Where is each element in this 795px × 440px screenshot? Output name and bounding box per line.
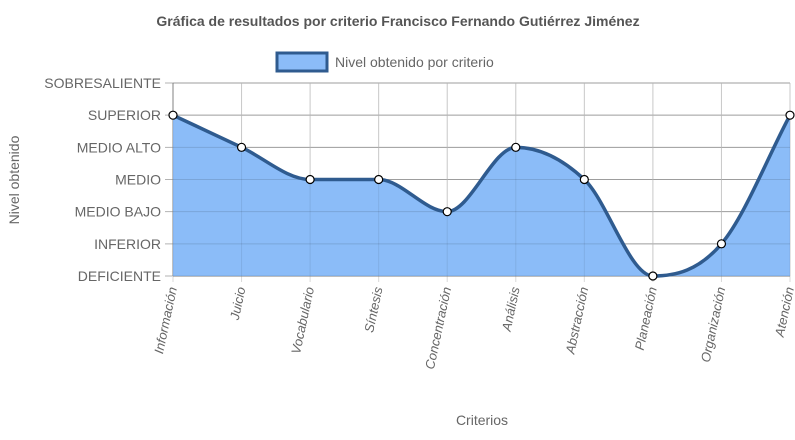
- series-area-fill: [173, 115, 790, 277]
- x-tick-label: Planeación: [632, 286, 660, 352]
- data-point-abstracción[interactable]: [579, 174, 589, 185]
- y-tick-label: MEDIO BAJO: [75, 204, 161, 220]
- data-point-síntesis[interactable]: [374, 174, 384, 185]
- data-point-vocabulario[interactable]: [305, 174, 315, 185]
- x-tick-label: Información: [151, 286, 180, 356]
- x-tick-label: Atención: [772, 286, 795, 340]
- y-tick-label: SOBRESALIENTE: [44, 75, 161, 91]
- y-axis-label: Nivel obtenido: [6, 135, 22, 224]
- series-line: [172, 113, 792, 278]
- data-point-juicio[interactable]: [236, 142, 247, 152]
- data-point-planeación[interactable]: [648, 271, 658, 281]
- y-tick-label: MEDIO ALTO: [77, 139, 161, 155]
- x-tick-label: Organización: [698, 286, 729, 364]
- y-tick-label: DEFICIENTE: [78, 268, 161, 284]
- data-point-organización[interactable]: [716, 239, 727, 249]
- x-axis-label: Criterios: [456, 412, 508, 428]
- legend[interactable]: Nivel obtenido por criterio: [275, 51, 494, 73]
- data-point-información[interactable]: [168, 110, 178, 120]
- x-tick-label: Abstracción: [562, 286, 591, 357]
- x-tick-label: Juicio: [227, 286, 249, 323]
- x-tick-label: Análisis: [499, 285, 523, 333]
- data-point-concentración[interactable]: [442, 207, 452, 217]
- y-axis-ticks: DEFICIENTE INFERIOR MEDIO BAJO MEDIO MEDIO A…: [44, 75, 161, 284]
- x-tick-label: Concentración: [422, 286, 454, 371]
- y-tick-label: SUPERIOR: [88, 107, 161, 123]
- chart-title: Gráfica de resultados por criterio Franc…: [156, 13, 639, 29]
- legend-label[interactable]: Nivel obtenido por criterio: [335, 54, 494, 70]
- y-tick-label: MEDIO: [115, 172, 161, 188]
- data-point-análisis[interactable]: [511, 142, 521, 152]
- series-area: [172, 82, 792, 278]
- y-tick-label: INFERIOR: [94, 236, 161, 252]
- series-points[interactable]: [168, 110, 795, 281]
- data-point-atención[interactable]: [785, 110, 795, 120]
- legend-swatch[interactable]: [275, 51, 329, 73]
- x-tick-label: Síntesis: [361, 285, 385, 334]
- x-axis-ticks: Información Juicio Vocabulario Síntesis Conc…: [151, 285, 795, 371]
- x-tick-label: Vocabulario: [288, 286, 317, 356]
